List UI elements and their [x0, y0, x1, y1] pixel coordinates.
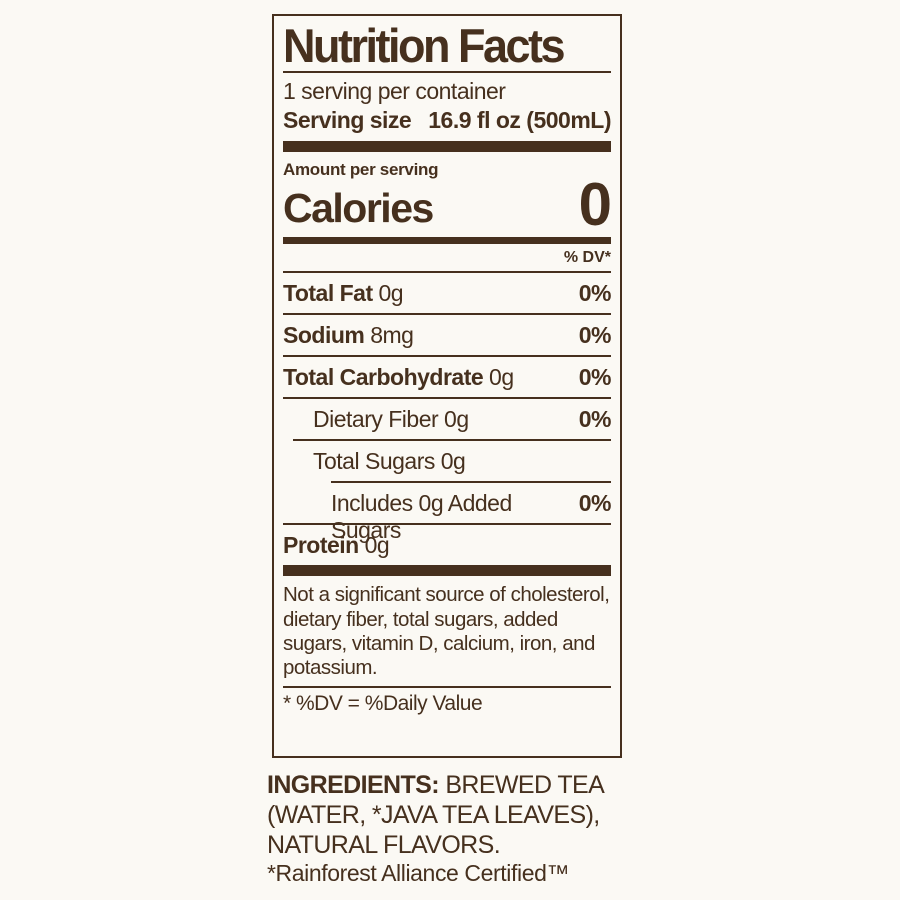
serving-size-row: Serving size 16.9 fl oz (500mL)	[283, 107, 611, 134]
row-divider	[283, 523, 611, 525]
row-divider	[293, 439, 611, 441]
amount-per-serving-label: Amount per serving	[283, 160, 439, 180]
nutrient-name: Sodium 8mg	[283, 321, 414, 348]
ingredients-line-2: (WATER, *JAVA TEA LEAVES),	[267, 801, 600, 829]
nutrient-row: Protein 0g	[283, 525, 611, 566]
nutrient-dv: 0%	[578, 321, 612, 348]
certification-note: *Rainforest Alliance Certified™	[267, 860, 570, 886]
nutrient-name: Total Fat 0g	[283, 279, 404, 306]
calories-value: 0	[578, 171, 612, 239]
serving-size-label: Serving size	[283, 107, 412, 134]
row-divider	[283, 355, 611, 357]
nutrient-name: Dietary Fiber 0g	[313, 405, 469, 432]
nutrient-rows: Total Fat 0g 0% Sodium 8mg 0% Total Carbohyd…	[283, 273, 612, 566]
nutrient-row: Total Sugars 0g	[283, 441, 611, 482]
ingredients-line-3: NATURAL FLAVORS.	[267, 831, 501, 859]
label-title: Nutrition Facts	[283, 18, 566, 73]
row-divider	[283, 313, 611, 315]
nutrient-dv: 0%	[578, 279, 612, 306]
nutrient-dv: 0%	[578, 363, 612, 390]
nutrition-facts-label: Nutrition Facts 1 serving per container …	[272, 14, 622, 758]
nutrient-row: Includes 0g Added Sugars 0%	[283, 483, 612, 543]
thick-divider-top	[283, 141, 611, 153]
daily-value-header: % DV*	[563, 249, 611, 267]
servings-per-container: 1 serving per container	[283, 78, 506, 105]
nutrient-dv: 0%	[578, 405, 612, 432]
nutrient-name: Includes 0g Added Sugars	[331, 489, 512, 543]
thick-divider-bottom	[283, 565, 611, 577]
nutrient-name: Protein 0g	[283, 531, 390, 558]
nutrient-row: Total Carbohydrate 0g 0%	[283, 357, 612, 398]
nutrient-row: Total Fat 0g 0%	[283, 273, 612, 314]
serving-size-value: 16.9 fl oz (500mL)	[428, 107, 611, 134]
medium-divider	[283, 237, 611, 245]
footnote: Not a significant source of cholesterol,…	[283, 583, 610, 679]
nutrient-dv: 0%	[578, 489, 612, 516]
row-divider	[283, 397, 611, 399]
nutrient-row: Dietary Fiber 0g 0%	[283, 399, 612, 440]
ingredients-line-1-rest: BREWED TEA	[438, 771, 605, 799]
ingredients-label: INGREDIENTS:	[267, 771, 440, 799]
nutrient-name: Total Carbohydrate 0g	[283, 363, 514, 390]
ingredients-line-1: INGREDIENTS: BREWED TEA	[267, 770, 637, 800]
nutrient-row: Sodium 8mg 0%	[283, 315, 612, 356]
row-divider	[331, 481, 611, 483]
dv-definition: * %DV = %Daily Value	[283, 691, 483, 715]
calories-label: Calories	[283, 185, 434, 232]
ingredients-section: INGREDIENTS: BREWED TEA (WATER, *JAVA TE…	[267, 770, 637, 888]
dv-header-divider	[283, 271, 611, 273]
footnote-divider	[283, 686, 611, 688]
nutrient-name: Total Sugars 0g	[313, 447, 466, 474]
title-divider	[283, 71, 611, 74]
calories-row: Calories 0	[283, 171, 612, 239]
